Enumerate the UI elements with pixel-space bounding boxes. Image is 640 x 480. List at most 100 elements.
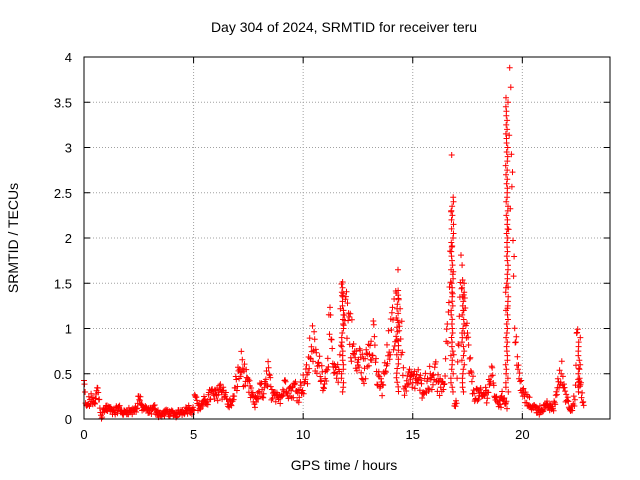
data-point [290, 394, 297, 401]
data-point [574, 326, 581, 333]
data-point [579, 389, 586, 396]
data-point [389, 304, 396, 311]
data-point [460, 325, 466, 332]
data-point [198, 401, 205, 408]
data-point [449, 203, 456, 210]
data-point [459, 284, 466, 291]
data-point [283, 389, 290, 396]
data-point [459, 293, 466, 300]
data-point [222, 389, 229, 396]
data-point [393, 315, 400, 321]
data-point [503, 149, 510, 155]
data-point [327, 312, 334, 318]
data-point [239, 365, 246, 372]
data-point [395, 310, 402, 317]
data-point [511, 325, 518, 332]
data-point [475, 396, 482, 403]
data-point [388, 309, 395, 316]
data-point [353, 367, 360, 374]
axis-ticks: 0 5 10 15 20 0 0.5 1 1.5 2 2.5 3 3.5 4 [54, 50, 610, 442]
data-point [504, 167, 511, 174]
data-point [502, 130, 509, 137]
data-point [246, 377, 253, 384]
data-point [137, 393, 144, 400]
data-point [552, 401, 559, 408]
data-point [511, 253, 518, 260]
data-point [259, 394, 266, 401]
data-point [236, 366, 243, 373]
data-point [358, 369, 365, 376]
data-point [315, 359, 322, 366]
data-point [411, 385, 418, 392]
data-point [413, 371, 420, 378]
data-point [449, 384, 456, 391]
data-point [344, 300, 351, 307]
data-point [359, 376, 366, 383]
data-point [504, 235, 511, 241]
chart-title: Day 304 of 2024, SRMTID for receiver ter… [211, 19, 477, 35]
data-point [459, 311, 466, 318]
data-point [296, 386, 303, 393]
data-point [448, 225, 455, 232]
data-point [467, 368, 474, 374]
data-point [394, 365, 401, 372]
data-point [459, 262, 466, 269]
data-point [395, 296, 402, 303]
data-point [449, 357, 456, 364]
data-point [129, 411, 136, 418]
data-point [506, 64, 513, 71]
data-point [395, 319, 402, 326]
x-tick-label: 15 [406, 427, 420, 442]
data-point [503, 398, 510, 405]
data-point [393, 333, 400, 340]
data-point [334, 361, 341, 368]
y-axis-label: SRMTID / TECUs [5, 183, 21, 293]
data-point [243, 366, 250, 373]
data-point [343, 288, 350, 295]
data-point [504, 311, 511, 318]
data-point [371, 333, 378, 340]
data-point [554, 375, 561, 382]
data-point [556, 367, 563, 374]
data-point [428, 386, 435, 393]
data-point [296, 394, 303, 401]
data-point [577, 334, 584, 341]
data-point [395, 266, 401, 273]
data-point [502, 361, 509, 368]
data-point [366, 351, 373, 358]
data-point [460, 298, 467, 305]
data-point [327, 304, 333, 311]
data-point [453, 397, 459, 404]
data-point [503, 121, 510, 128]
data-point [507, 84, 514, 91]
grid [84, 57, 610, 419]
data-point [231, 393, 238, 400]
data-point [217, 381, 224, 388]
data-point [503, 284, 509, 291]
data-point [504, 153, 511, 160]
data-point [298, 382, 304, 389]
data-point [576, 366, 583, 373]
data-point [505, 203, 511, 210]
data-point [324, 355, 331, 362]
data-point [465, 334, 472, 341]
data-point [509, 169, 516, 176]
data-point [450, 221, 457, 228]
data-point [404, 372, 411, 379]
data-point [562, 388, 569, 395]
data-point [505, 99, 511, 106]
data-point [448, 307, 455, 314]
data-point [299, 387, 306, 394]
data-point [442, 355, 449, 362]
data-point [460, 388, 467, 395]
data-point [460, 307, 467, 314]
data-point [239, 356, 246, 363]
data-point [393, 337, 400, 344]
data-point [282, 378, 289, 385]
data-point [394, 379, 401, 386]
x-tick-label: 0 [80, 427, 87, 442]
data-point [386, 356, 393, 363]
data-point [302, 376, 309, 383]
data-point [510, 273, 517, 280]
